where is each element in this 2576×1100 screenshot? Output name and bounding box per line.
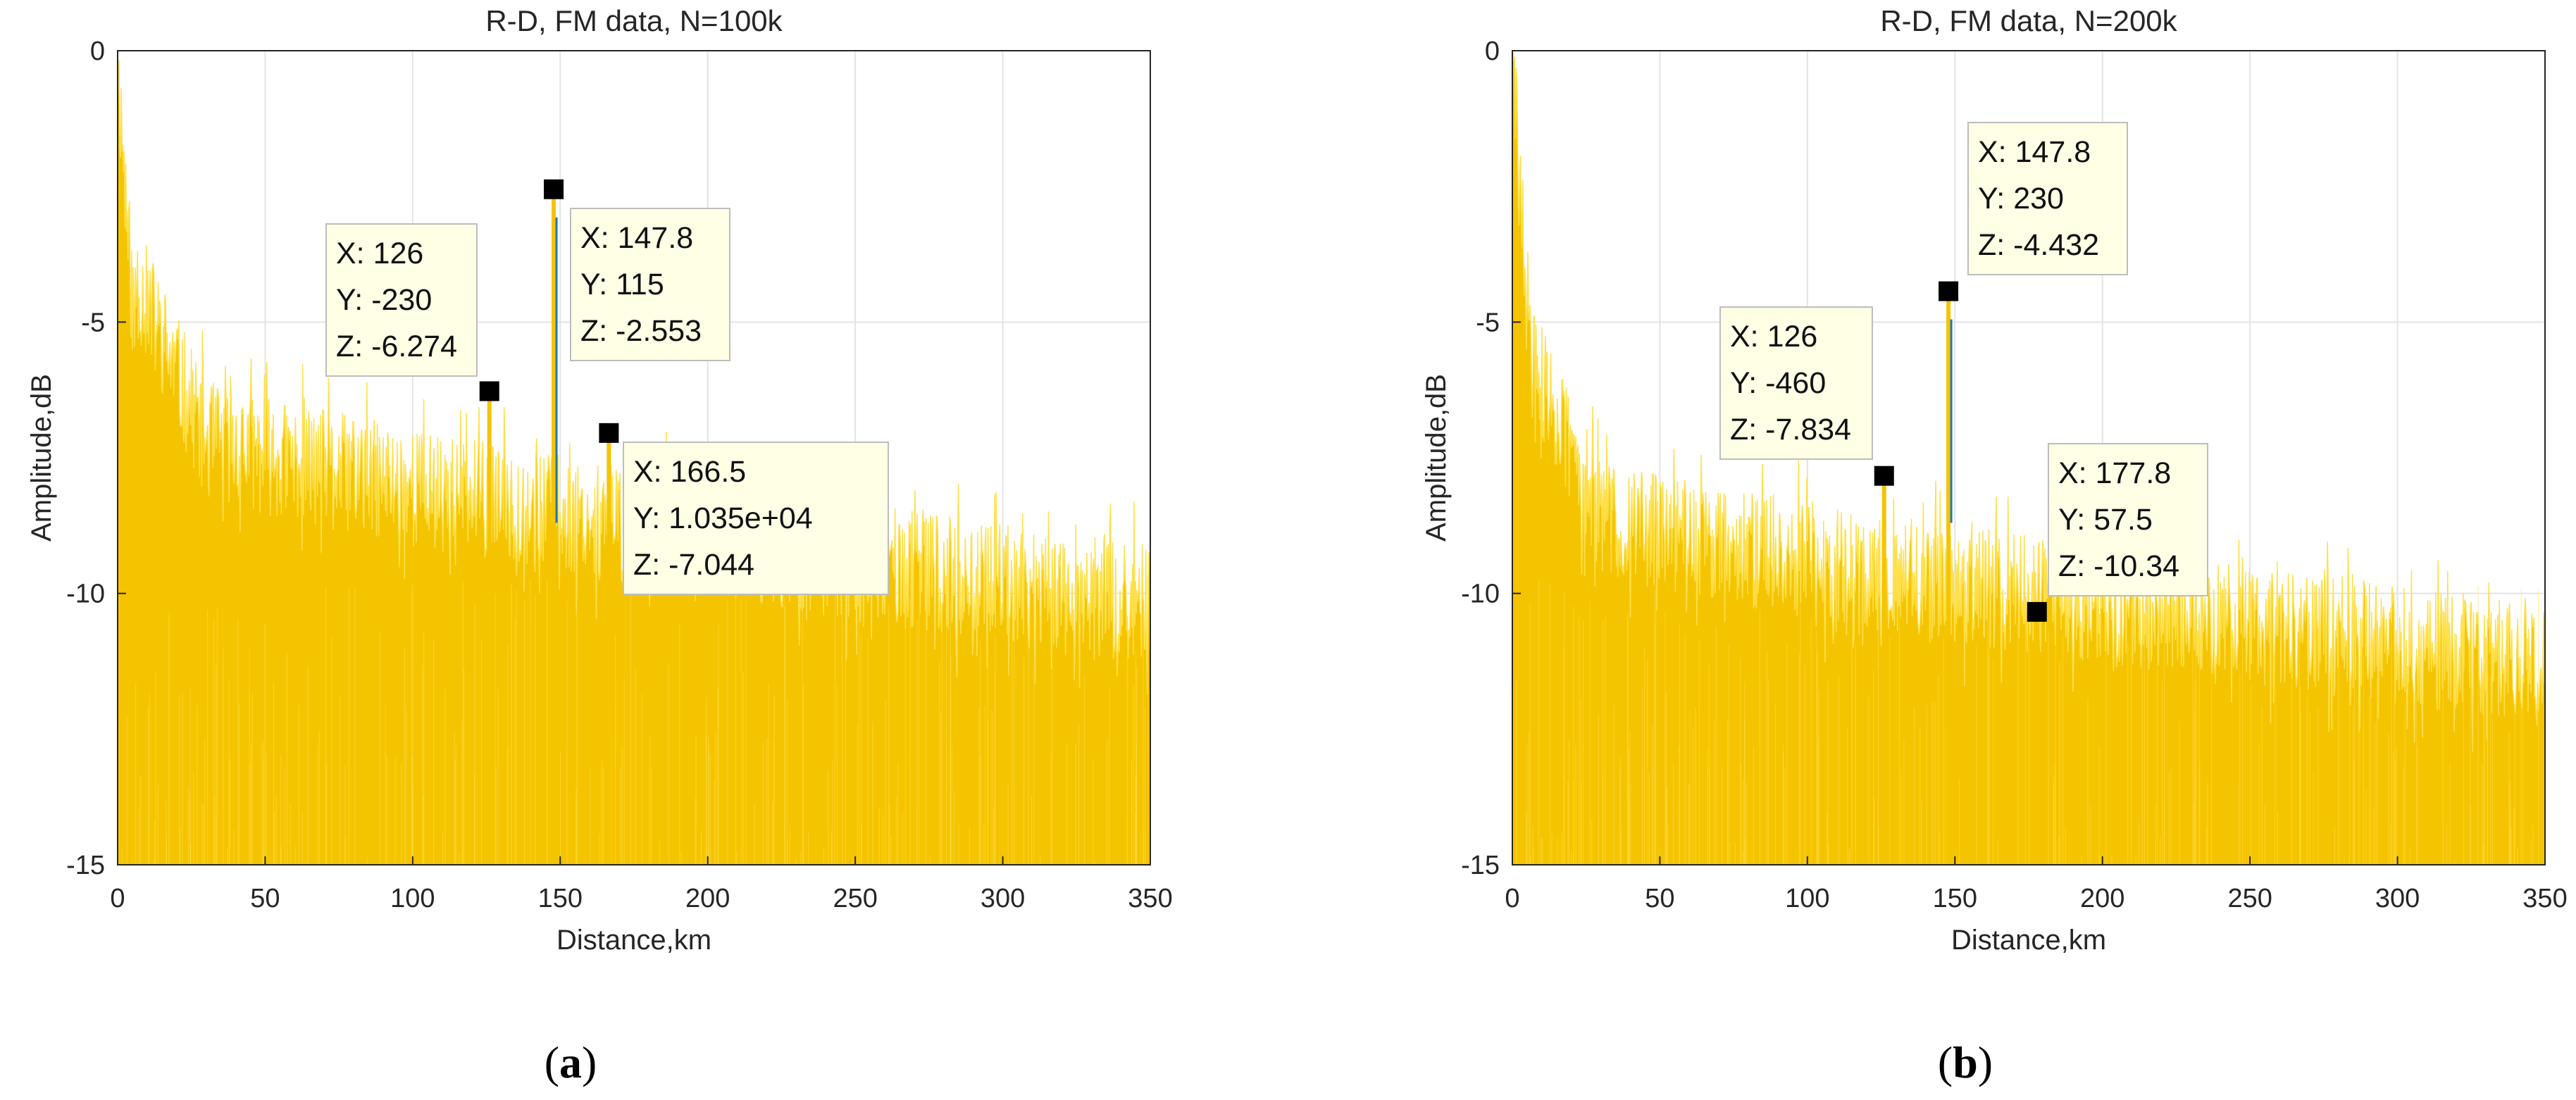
datatip[interactable]: X: 166.5 Y: 1.035e+04 Z: -7.044 (623, 442, 889, 595)
x-tick-label: 250 (2227, 884, 2272, 913)
y-tick-label: -10 (66, 580, 105, 609)
datatip-z-text: Z: -7.834 (1730, 413, 1851, 446)
datatip-marker[interactable] (544, 179, 564, 199)
datatip-y-text: Y: 115 (580, 268, 664, 301)
axes-box (1512, 50, 2546, 865)
datatip-box (325, 223, 478, 377)
datatip[interactable]: X: 177.8 Y: 57.5 Z: -10.34 (2048, 443, 2208, 596)
x-tick-label: 0 (110, 884, 125, 913)
datatip-marker[interactable] (1874, 465, 1894, 486)
x-tick-label: 300 (2375, 884, 2420, 913)
datatip-z-text: Z: -6.274 (336, 330, 457, 363)
datatip-box (623, 442, 889, 595)
datatip-x-text: X: 147.8 (1978, 135, 2091, 169)
datatip-box (2048, 443, 2208, 596)
datatip-z-text: Z: -10.34 (2058, 549, 2179, 583)
panel-label: (a) (545, 1037, 597, 1087)
y-tick-label: -5 (81, 308, 105, 337)
datatip-marker[interactable] (599, 423, 619, 443)
chart-panel-a: 0 50 100 150 200 250 300 350 0 -5 -10 -15 R-D, FM da… (26, 4, 1173, 1087)
y-axis-label: Amplitude,dB (1421, 374, 1452, 542)
datatip-marker[interactable] (2027, 601, 2047, 622)
datatip-box (1719, 306, 1873, 460)
x-tick-label: 300 (981, 884, 1025, 913)
datatip-box (1967, 122, 2128, 275)
x-tick-label: 250 (833, 884, 877, 913)
x-tick-label: 150 (538, 884, 583, 913)
chart-panel-b: 0 50 100 150 200 250 300 350 0 -5 -10 -15 R-D, FM da… (1421, 4, 2568, 1087)
x-tick-label: 0 (1505, 884, 1519, 913)
x-tick-label: 50 (1645, 884, 1674, 913)
datatip-x-text: X: 126 (1730, 320, 1817, 354)
datatip-y-text: Y: 57.5 (2058, 503, 2153, 537)
datatip-z-text: Z: -4.432 (1978, 228, 2099, 262)
x-tick-label: 200 (685, 884, 730, 913)
datatip-y-text: Y: 1.035e+04 (633, 501, 813, 535)
x-tick-label: 350 (1128, 884, 1172, 913)
x-tick-label: 200 (2080, 884, 2124, 913)
datatip-x-text: X: 166.5 (633, 455, 746, 489)
x-tick-label: 50 (250, 884, 280, 913)
y-tick-label: 0 (1485, 37, 1500, 66)
x-tick-label: 150 (1933, 884, 1977, 913)
datatip-x-text: X: 147.8 (580, 221, 693, 255)
y-tick-label: -15 (1461, 851, 1500, 880)
datatip-y-text: Y: -230 (336, 283, 432, 317)
x-tick-label: 100 (390, 884, 435, 913)
datatip-z-text: Z: -2.553 (580, 314, 702, 348)
x-tick-label: 350 (2522, 884, 2567, 913)
chart-title: R-D, FM data, N=200k (1880, 4, 2177, 37)
datatip-x-text: X: 126 (336, 237, 423, 270)
datatip[interactable]: X: 126 Y: -230 Z: -6.274 (325, 223, 478, 377)
datatip-box (570, 208, 730, 361)
datatip[interactable]: X: 147.8 Y: 115 Z: -2.553 (570, 208, 730, 361)
datatip-y-text: Y: -460 (1730, 366, 1826, 400)
y-tick-label: -10 (1461, 580, 1500, 609)
y-tick-label: -15 (66, 851, 105, 880)
chart-title: R-D, FM data, N=100k (485, 4, 783, 37)
x-tick-label: 100 (1785, 884, 1829, 913)
axes-box (117, 50, 1151, 865)
datatip[interactable]: X: 126 Y: -460 Z: -7.834 (1719, 306, 1873, 460)
datatip-z-text: Z: -7.044 (633, 548, 754, 582)
x-axis-label: Distance,km (1951, 925, 2106, 956)
datatip-marker[interactable] (1939, 281, 1959, 301)
datatip-y-text: Y: 230 (1978, 182, 2064, 215)
y-axis-label: Amplitude,dB (26, 374, 57, 542)
datatip-marker[interactable] (479, 381, 499, 401)
datatip-x-text: X: 177.8 (2058, 456, 2171, 490)
x-axis-label: Distance,km (556, 925, 711, 956)
y-tick-label: -5 (1476, 308, 1500, 337)
panel-label: (b) (1938, 1037, 1993, 1087)
datatip[interactable]: X: 147.8 Y: 230 Z: -4.432 (1967, 122, 2128, 275)
y-tick-label: 0 (90, 37, 105, 66)
